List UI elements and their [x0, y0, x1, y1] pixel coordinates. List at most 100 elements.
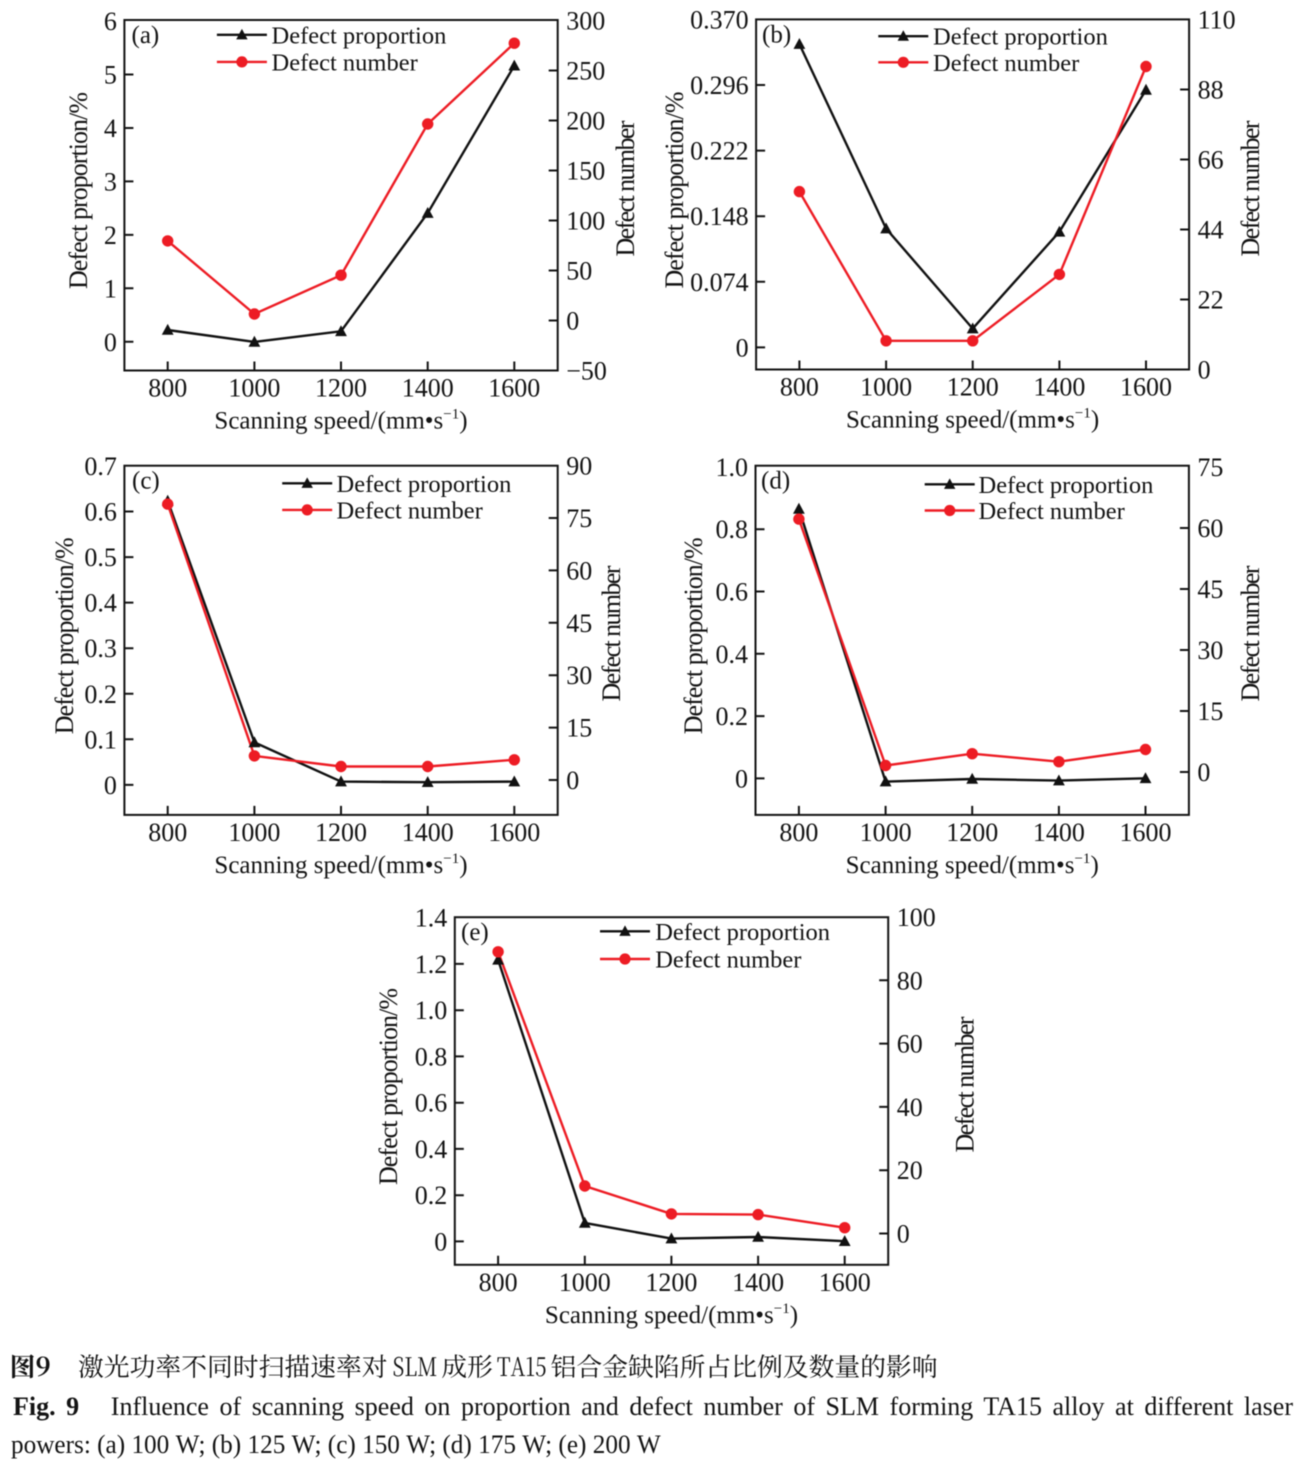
svg-text:Defect proportion/%: Defect proportion/% — [64, 92, 93, 289]
svg-text:0.2: 0.2 — [415, 1181, 448, 1210]
svg-text:(d): (d) — [761, 468, 790, 495]
svg-text:−50: −50 — [566, 357, 607, 386]
svg-text:800: 800 — [779, 818, 818, 847]
svg-text:(a): (a) — [132, 22, 160, 49]
svg-text:Defect proportion: Defect proportion — [979, 472, 1154, 499]
svg-text:1: 1 — [104, 274, 117, 303]
svg-text:Scanning speed/(mm•s−1): Scanning speed/(mm•s−1) — [846, 406, 1099, 434]
svg-text:100: 100 — [566, 207, 605, 236]
svg-text:Defect number: Defect number — [1236, 565, 1265, 701]
svg-text:90: 90 — [566, 452, 592, 481]
svg-text:0: 0 — [735, 764, 748, 793]
svg-text:150: 150 — [566, 157, 605, 186]
svg-text:75: 75 — [1197, 453, 1223, 482]
svg-text:0.3: 0.3 — [84, 634, 117, 663]
svg-text:2: 2 — [104, 221, 117, 250]
svg-text:Defect proportion: Defect proportion — [272, 22, 447, 49]
svg-text:15: 15 — [566, 714, 592, 743]
svg-text:22: 22 — [1198, 286, 1224, 315]
svg-text:200: 200 — [566, 107, 605, 136]
svg-text:Defect proportion: Defect proportion — [655, 919, 830, 946]
svg-text:110: 110 — [1198, 6, 1236, 35]
svg-text:0: 0 — [736, 333, 749, 362]
svg-text:66: 66 — [1198, 146, 1224, 175]
svg-text:0: 0 — [104, 328, 117, 357]
svg-text:1400: 1400 — [402, 818, 454, 847]
svg-text:Defect proportion/%: Defect proportion/% — [50, 537, 79, 734]
svg-text:1400: 1400 — [732, 1268, 784, 1297]
svg-text:1000: 1000 — [228, 818, 280, 847]
svg-text:1.0: 1.0 — [716, 453, 749, 482]
svg-text:(b): (b) — [762, 21, 791, 48]
svg-text:1600: 1600 — [488, 818, 540, 847]
svg-text:1600: 1600 — [1120, 818, 1172, 847]
svg-text:0: 0 — [566, 766, 579, 795]
svg-text:0.1: 0.1 — [84, 725, 117, 754]
svg-text:0.2: 0.2 — [716, 702, 749, 731]
svg-text:Defect number: Defect number — [611, 120, 640, 256]
svg-text:Defect proportion: Defect proportion — [933, 24, 1108, 51]
svg-text:6: 6 — [104, 7, 117, 36]
svg-text:1000: 1000 — [228, 374, 280, 403]
svg-text:30: 30 — [1197, 636, 1223, 665]
svg-text:0.370: 0.370 — [690, 5, 749, 34]
svg-text:1600: 1600 — [819, 1268, 871, 1297]
svg-text:88: 88 — [1198, 76, 1224, 105]
svg-text:1200: 1200 — [947, 373, 999, 402]
svg-text:Defect number: Defect number — [597, 565, 626, 701]
svg-text:0: 0 — [897, 1220, 910, 1249]
svg-text:1.4: 1.4 — [415, 904, 448, 933]
svg-text:80: 80 — [897, 966, 923, 995]
svg-text:45: 45 — [566, 609, 592, 638]
svg-text:0.148: 0.148 — [690, 202, 749, 231]
svg-text:1000: 1000 — [860, 373, 912, 402]
svg-text:Defect number: Defect number — [1236, 120, 1265, 256]
svg-text:1000: 1000 — [860, 818, 912, 847]
svg-text:Scanning speed/(mm•s−1): Scanning speed/(mm•s−1) — [545, 1301, 798, 1329]
svg-text:100: 100 — [897, 903, 936, 932]
svg-text:1.0: 1.0 — [415, 996, 448, 1025]
svg-text:0.8: 0.8 — [716, 515, 749, 544]
svg-text:45: 45 — [1197, 575, 1223, 604]
svg-text:0: 0 — [1198, 356, 1211, 385]
svg-text:3: 3 — [104, 167, 117, 196]
svg-text:0.6: 0.6 — [415, 1089, 448, 1118]
svg-text:0: 0 — [1197, 758, 1210, 787]
svg-text:300: 300 — [566, 7, 605, 36]
svg-text:1200: 1200 — [315, 374, 367, 403]
svg-text:(c): (c) — [132, 468, 160, 495]
svg-text:1.2: 1.2 — [415, 950, 448, 979]
svg-text:0.4: 0.4 — [84, 589, 117, 618]
svg-text:Scanning speed/(mm•s−1): Scanning speed/(mm•s−1) — [214, 407, 467, 435]
svg-text:Defect number: Defect number — [337, 497, 483, 524]
svg-text:Scanning speed/(mm•s−1): Scanning speed/(mm•s−1) — [214, 851, 467, 879]
svg-text:800: 800 — [479, 1268, 518, 1297]
svg-text:0.222: 0.222 — [690, 137, 749, 166]
svg-text:1200: 1200 — [315, 818, 367, 847]
svg-text:800: 800 — [780, 373, 819, 402]
svg-text:60: 60 — [566, 556, 592, 585]
svg-text:1400: 1400 — [1033, 373, 1085, 402]
svg-text:Defect proportion/%: Defect proportion/% — [660, 92, 689, 289]
svg-text:Defect number: Defect number — [933, 50, 1079, 77]
svg-text:0.5: 0.5 — [84, 543, 117, 572]
svg-text:(e): (e) — [461, 919, 489, 946]
svg-text:0.074: 0.074 — [690, 268, 749, 297]
svg-text:0.4: 0.4 — [415, 1135, 448, 1164]
svg-text:Defect number: Defect number — [655, 947, 801, 974]
svg-text:1600: 1600 — [1120, 373, 1172, 402]
svg-text:20: 20 — [897, 1156, 923, 1185]
svg-text:800: 800 — [148, 374, 187, 403]
svg-text:44: 44 — [1198, 216, 1224, 245]
svg-text:Defect proportion: Defect proportion — [337, 471, 512, 498]
svg-text:Scanning speed/(mm•s−1): Scanning speed/(mm•s−1) — [846, 851, 1099, 879]
svg-text:5: 5 — [104, 61, 117, 90]
svg-text:0: 0 — [104, 771, 117, 800]
svg-text:4: 4 — [104, 114, 117, 143]
svg-text:1000: 1000 — [559, 1268, 611, 1297]
svg-text:0.296: 0.296 — [690, 71, 749, 100]
svg-text:1200: 1200 — [645, 1268, 697, 1297]
svg-text:30: 30 — [566, 661, 592, 690]
svg-text:Defect proportion/%: Defect proportion/% — [679, 537, 708, 734]
svg-text:60: 60 — [1197, 514, 1223, 543]
